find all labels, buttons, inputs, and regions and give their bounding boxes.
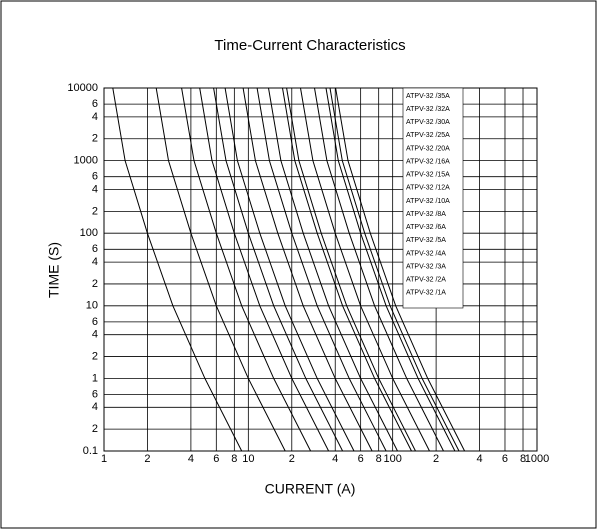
y-tick-label: 1 [92,372,98,384]
y-tick-label: 6 [92,316,98,328]
fuse-curve [325,87,456,452]
x-tick-label: 6 [502,453,508,465]
y-tick-label: 2 [92,350,98,362]
y-tick-label: 6 [92,98,98,110]
legend-label: ATPV-32 /30A [406,119,450,126]
y-tick-label: 2 [92,278,98,290]
fuse-curve [199,87,330,452]
x-axis-label: CURRENT (A) [265,481,356,497]
y-tick-label: 4 [92,183,98,195]
legend-label: ATPV-32 /10A [406,198,450,205]
legend-label: ATPV-32 /12A [406,185,450,192]
y-tick-label: 4 [92,256,98,268]
legend-label: ATPV-32 /2A [406,277,446,284]
x-tick-label: 8 [376,453,382,465]
fuse-curve [213,87,344,452]
legend-label: ATPV-32 /6A [406,224,446,231]
x-tick-label: 8 [231,453,237,465]
legend-label: ATPV-32 /35A [406,93,450,100]
legend-label: ATPV-32 /4A [406,250,446,257]
fuse-curve [155,87,286,452]
fuse-curve [242,87,373,452]
legend-label: ATPV-32 /5A [406,237,446,244]
x-tick-label: 4 [477,453,483,465]
x-tick-label: 1000 [525,453,549,465]
x-tick-label: 2 [433,453,439,465]
fuse-curve [300,87,430,452]
fuse-curve [286,87,416,452]
y-tick-label: 100 [80,227,98,239]
legend-label: ATPV-32 /8A [406,211,446,218]
fuse-curve [112,87,243,452]
fuse-curve [268,87,398,452]
legend-label: ATPV-32 /20A [406,145,450,152]
x-tick-label: 4 [332,453,338,465]
y-tick-label: 10000 [67,82,98,94]
fuse-curve [256,87,387,452]
legend-label: ATPV-32 /15A [406,172,450,179]
y-tick-label: 6 [92,243,98,255]
x-tick-label: 8 [520,453,526,465]
fuse-curve [224,87,355,452]
y-tick-label: 0.1 [83,445,98,457]
legend-label: ATPV-32 /32A [406,106,450,113]
legend-label: ATPV-32 /25A [406,132,450,139]
fuse-curve [181,87,312,452]
y-tick-label: 4 [92,111,98,123]
y-tick-label: 4 [92,401,98,413]
x-tick-label: 2 [289,453,295,465]
y-tick-label: 10 [86,300,98,312]
legend: ATPV-32 /35A ATPV-32 /32A ATPV-32 /30A ATPV… [402,87,464,309]
chart-title: Time-Current Characteristics [214,37,405,54]
legend-label: ATPV-32 /16A [406,158,450,165]
fuse-curve [329,87,460,452]
x-tick-label: 100 [383,453,401,465]
y-tick-label: 2 [92,205,98,217]
x-tick-label: 2 [144,453,150,465]
x-tick-label: 4 [188,453,194,465]
plot-border [103,87,538,452]
x-tick-label: 6 [358,453,364,465]
fuse-curve [314,87,444,452]
x-tick-label: 10 [242,453,254,465]
legend-label: ATPV-32 /3A [406,263,446,270]
x-tick-label: 1 [101,453,107,465]
x-tick-label: 6 [213,453,219,465]
fuse-curve [335,87,466,452]
y-tick-label: 2 [92,133,98,145]
y-tick-label: 2 [92,423,98,435]
fuse-curve [282,87,412,452]
y-tick-label: 4 [92,329,98,341]
y-tick-label: 1000 [74,155,98,167]
legend-label: ATPV-32 /1A [406,290,446,297]
y-tick-label: 6 [92,171,98,183]
y-axis-label: TIME (S) [46,242,62,298]
y-tick-label: 6 [92,388,98,400]
legend-box [402,87,464,309]
